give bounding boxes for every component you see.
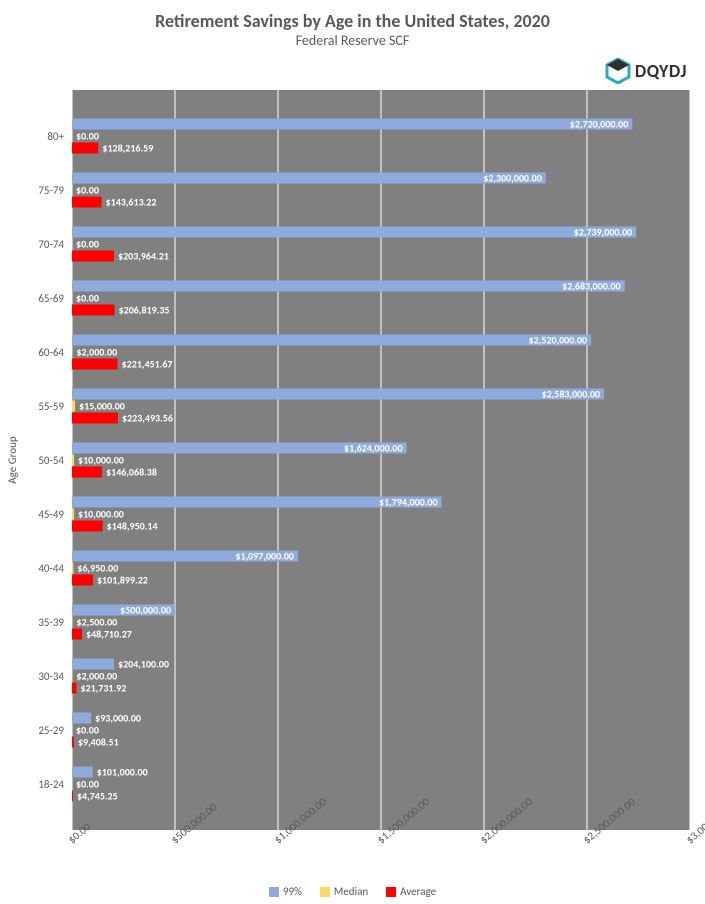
svg-text:75-79: 75-79 bbox=[38, 184, 64, 197]
svg-text:$21,731.92: $21,731.92 bbox=[80, 682, 126, 695]
svg-text:$204,100.00: $204,100.00 bbox=[118, 658, 169, 671]
svg-text:$101,000.00: $101,000.00 bbox=[97, 766, 148, 779]
svg-text:$0.00: $0.00 bbox=[76, 238, 99, 251]
svg-text:50-54: 50-54 bbox=[38, 454, 64, 467]
svg-text:$9,408.51: $9,408.51 bbox=[78, 736, 119, 749]
svg-text:80+: 80+ bbox=[47, 130, 64, 143]
svg-text:$15,000.00: $15,000.00 bbox=[79, 400, 125, 413]
legend-item: Average bbox=[386, 885, 436, 898]
svg-text:$1,097,000.00: $1,097,000.00 bbox=[235, 550, 294, 563]
svg-text:$1,624,000.00: $1,624,000.00 bbox=[344, 442, 403, 455]
chart-plot: $0.00$500,000.00$1,000,000.00$1,500,000.… bbox=[0, 0, 705, 904]
svg-text:$146,068.38: $146,068.38 bbox=[106, 466, 157, 479]
svg-text:$143,613.22: $143,613.22 bbox=[106, 196, 157, 209]
legend-item: Median bbox=[320, 885, 368, 898]
svg-text:$2,000.00: $2,000.00 bbox=[76, 346, 117, 359]
chart-legend: 99% Median Average bbox=[0, 885, 705, 898]
svg-text:18-24: 18-24 bbox=[38, 778, 64, 791]
svg-text:40-44: 40-44 bbox=[38, 562, 64, 575]
svg-text:$0.00: $0.00 bbox=[76, 292, 99, 305]
svg-text:60-64: 60-64 bbox=[38, 346, 64, 359]
svg-text:$2,520,000.00: $2,520,000.00 bbox=[529, 334, 588, 347]
svg-text:$2,720,000.00: $2,720,000.00 bbox=[570, 118, 629, 131]
legend-item: 99% bbox=[269, 885, 302, 898]
svg-text:55-59: 55-59 bbox=[38, 400, 64, 413]
svg-text:Age Group: Age Group bbox=[6, 436, 19, 484]
svg-text:$0.00: $0.00 bbox=[76, 184, 99, 197]
svg-text:25-29: 25-29 bbox=[38, 724, 64, 737]
svg-text:35-39: 35-39 bbox=[38, 616, 64, 629]
svg-text:$223,493.56: $223,493.56 bbox=[122, 412, 173, 425]
svg-text:$48,710.27: $48,710.27 bbox=[86, 628, 132, 641]
svg-text:65-69: 65-69 bbox=[38, 292, 64, 305]
svg-text:$148,950.14: $148,950.14 bbox=[107, 520, 158, 533]
svg-text:45-49: 45-49 bbox=[38, 508, 64, 521]
svg-text:$101,899.22: $101,899.22 bbox=[97, 574, 148, 587]
svg-text:30-34: 30-34 bbox=[38, 670, 64, 683]
svg-text:$2,739,000.00: $2,739,000.00 bbox=[574, 226, 633, 239]
svg-text:$128,216.59: $128,216.59 bbox=[102, 142, 153, 155]
svg-text:$2,583,000.00: $2,583,000.00 bbox=[542, 388, 601, 401]
svg-text:$500,000.00: $500,000.00 bbox=[120, 604, 171, 617]
svg-text:$93,000.00: $93,000.00 bbox=[95, 712, 141, 725]
svg-text:$2,683,000.00: $2,683,000.00 bbox=[562, 280, 621, 293]
svg-text:$0.00: $0.00 bbox=[76, 130, 99, 143]
svg-text:$4,745.25: $4,745.25 bbox=[77, 790, 118, 803]
svg-text:$1,794,000.00: $1,794,000.00 bbox=[379, 496, 438, 509]
svg-text:70-74: 70-74 bbox=[38, 238, 64, 251]
svg-text:$221,451.67: $221,451.67 bbox=[122, 358, 173, 371]
svg-text:$206,819.35: $206,819.35 bbox=[119, 304, 170, 317]
svg-text:$2,300,000.00: $2,300,000.00 bbox=[483, 172, 542, 185]
svg-text:$203,964.21: $203,964.21 bbox=[118, 250, 169, 263]
